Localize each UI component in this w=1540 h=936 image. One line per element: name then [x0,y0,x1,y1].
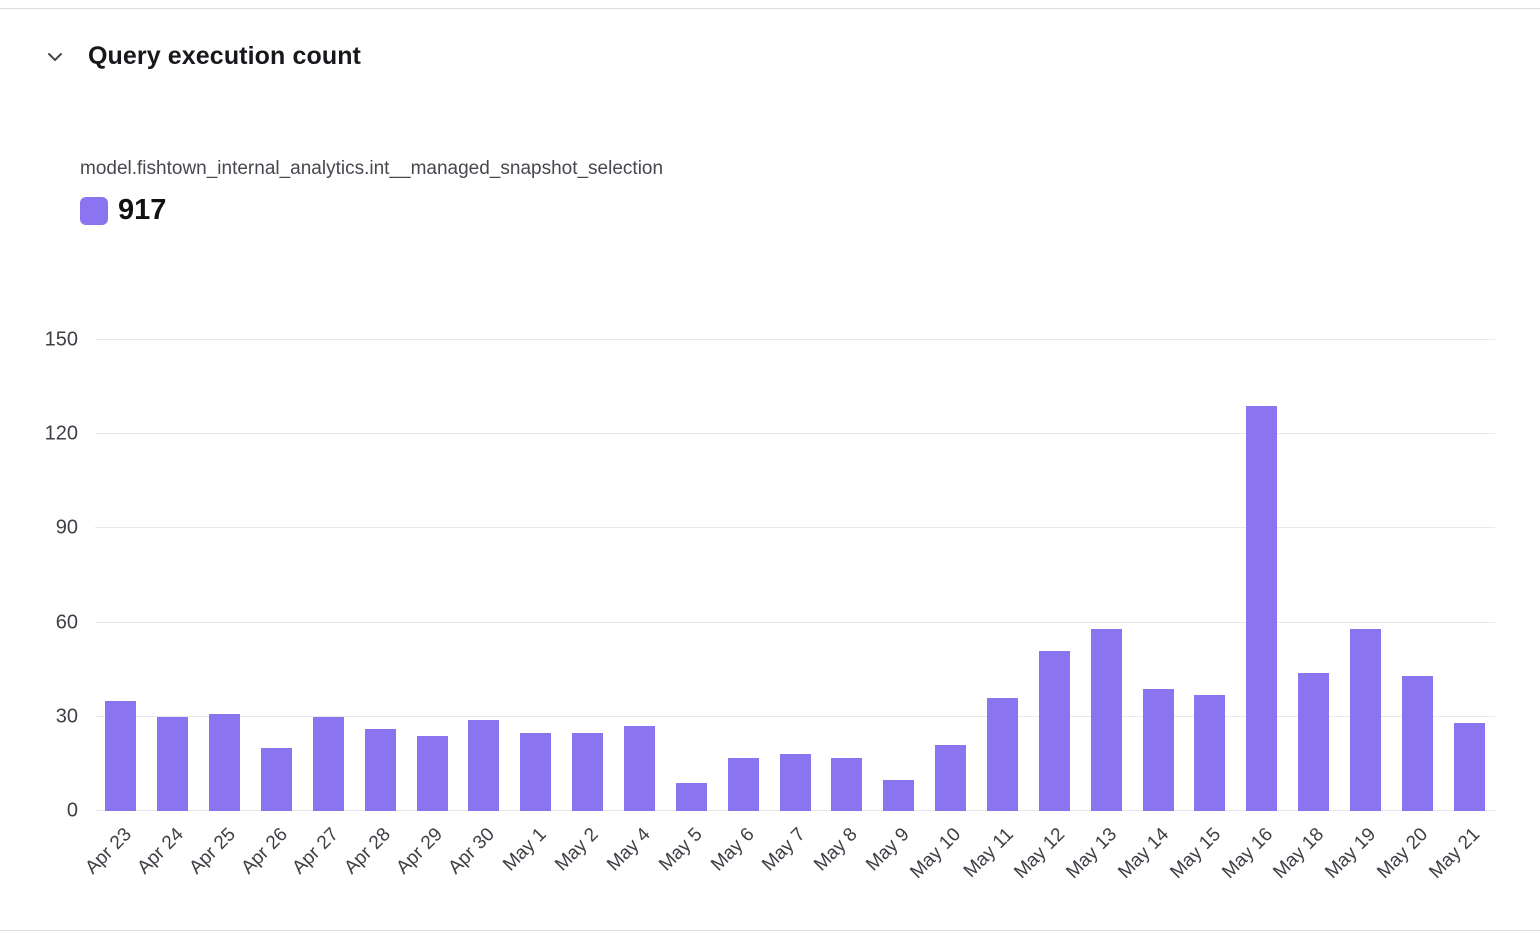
bar-apr-24[interactable] [157,716,189,811]
bar-slot [251,340,303,811]
bar-slot [1236,340,1288,811]
gridline [95,715,1495,717]
x-tick-label: Apr 23 [81,824,136,879]
bar-may-18[interactable] [1298,672,1330,811]
gridline [95,433,1495,435]
bar-slot [717,340,769,811]
bar-apr-27[interactable] [312,716,344,811]
bar-slot [977,340,1029,811]
bar-may-8[interactable] [831,757,863,811]
legend-swatch [80,196,108,225]
bar-may-16[interactable] [1246,405,1278,811]
bar-apr-28[interactable] [364,729,396,811]
chart-legend: model.fishtown_internal_analytics.int__m… [80,158,663,227]
bar-apr-29[interactable] [416,735,448,811]
bar-slot [925,340,977,811]
series-name: model.fishtown_internal_analytics.int__m… [80,158,664,179]
bar-slot [510,340,562,811]
bar-slot [1028,340,1080,811]
bar-may-7[interactable] [779,754,811,811]
bar-slot [302,340,354,811]
bar-may-2[interactable] [572,732,604,811]
y-tick-label: 0 [66,799,78,822]
bars-row [95,340,1495,811]
bar-may-9[interactable] [883,779,915,811]
bar-may-5[interactable] [675,782,707,811]
bar-slot [1443,340,1495,811]
bar-may-12[interactable] [1038,650,1070,811]
y-tick-label: 150 [44,328,78,351]
bar-slot [1288,340,1340,811]
bar-apr-30[interactable] [468,719,500,811]
plot-area [95,339,1495,811]
bar-chart: 0 30 60 90 120 150 Apr 23 Apr 24 Apr 25 Apr 26 Ap… [0,329,1540,910]
bar-slot [1184,340,1236,811]
panel-title: Query execution count [88,42,361,70]
y-tick-label: 120 [44,422,78,445]
bar-slot [821,340,873,811]
y-axis: 0 30 60 90 120 150 [0,329,86,822]
bar-apr-25[interactable] [209,713,241,811]
legend-total: 917 [118,194,167,226]
legend-item[interactable]: 917 [80,194,663,227]
bar-slot [665,340,717,811]
bar-slot [873,340,925,811]
top-divider [0,8,1540,9]
bar-slot [406,340,458,811]
x-label-slot: May 21 [1425,816,1495,906]
bar-may-19[interactable] [1350,628,1382,811]
chevron-down-icon[interactable] [44,46,66,68]
bar-apr-23[interactable] [105,701,137,811]
bar-slot [1340,340,1392,811]
y-tick-label: 60 [55,611,78,634]
bar-slot [562,340,614,811]
bar-may-1[interactable] [520,732,552,811]
bar-slot [1391,340,1443,811]
gridline [95,339,1495,340]
gridline [95,621,1495,623]
bar-may-13[interactable] [1090,628,1122,811]
bar-may-20[interactable] [1401,675,1433,811]
bar-slot [614,340,666,811]
bar-may-6[interactable] [727,757,759,811]
bottom-divider [0,930,1540,931]
bar-slot [458,340,510,811]
gridline [95,527,1495,529]
bar-may-21[interactable] [1453,723,1485,811]
bar-slot [199,340,251,811]
bar-slot [769,340,821,811]
y-tick-label: 30 [55,705,78,728]
y-tick-label: 90 [55,516,78,539]
bar-may-11[interactable] [987,697,1019,811]
bar-apr-26[interactable] [261,748,292,811]
panel-header: Query execution count [44,42,361,71]
bar-slot [147,340,199,811]
bar-may-10[interactable] [935,745,967,811]
x-axis: Apr 23 Apr 24 Apr 25 Apr 26 Apr 27 Apr 28 Apr … [81,816,1495,906]
bar-may-14[interactable] [1142,688,1174,811]
bar-slot [95,340,147,811]
bar-slot [354,340,406,811]
bar-slot [1080,340,1132,811]
bar-may-15[interactable] [1194,694,1226,811]
bar-slot [1132,340,1184,811]
bar-may-4[interactable] [624,726,656,811]
